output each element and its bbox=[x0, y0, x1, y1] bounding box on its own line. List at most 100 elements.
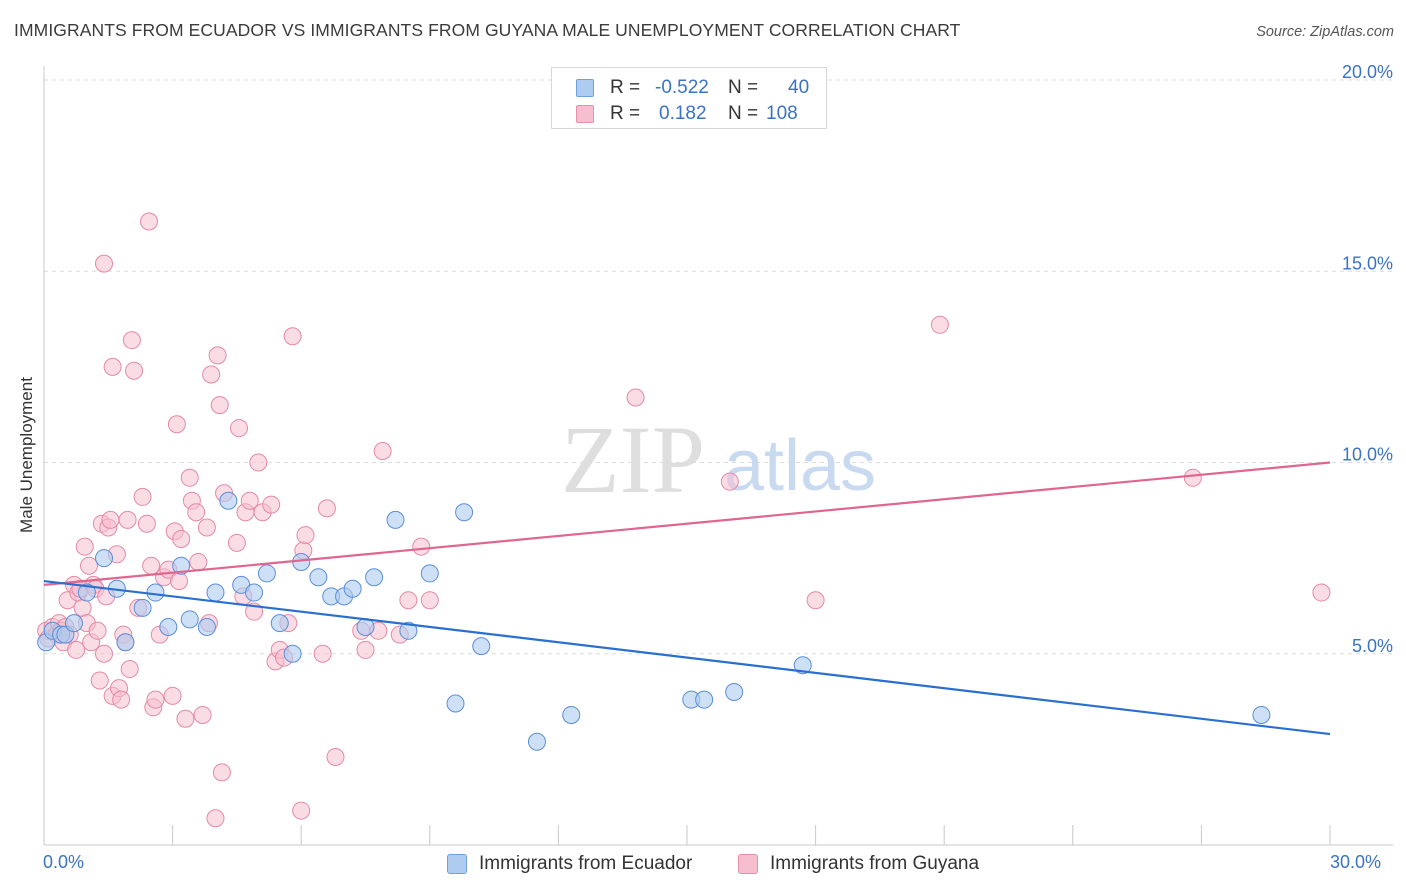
ecuador-point bbox=[386, 510, 405, 529]
guyana-points bbox=[37, 212, 1331, 828]
ecuador-point bbox=[77, 583, 96, 602]
legend-swatch-guyana bbox=[576, 105, 594, 123]
guyana-point bbox=[180, 468, 199, 487]
guyana-point bbox=[412, 537, 431, 556]
guyana-point bbox=[120, 660, 139, 679]
guyana-point bbox=[1312, 583, 1331, 602]
guyana-point bbox=[313, 644, 332, 663]
ecuador-point bbox=[95, 549, 114, 568]
guyana-point bbox=[189, 552, 208, 571]
guyana-point bbox=[170, 572, 189, 591]
guyana-point bbox=[167, 415, 186, 434]
y-tick-label: 20.0% bbox=[1342, 62, 1393, 82]
ecuador-point bbox=[343, 579, 362, 598]
ecuador-point bbox=[365, 568, 384, 587]
guyana-point bbox=[133, 487, 152, 506]
legend-r-value: -0.522 bbox=[655, 77, 709, 98]
guyana-point bbox=[1183, 468, 1202, 487]
ecuador-point bbox=[562, 705, 581, 724]
guyana-point bbox=[249, 453, 268, 472]
ecuador-point bbox=[116, 633, 135, 652]
ecuador-point bbox=[65, 614, 84, 633]
guyana-point bbox=[317, 499, 336, 518]
guyana-trend-line bbox=[43, 461, 1331, 586]
guyana-point bbox=[283, 327, 302, 346]
guyana-point bbox=[262, 495, 281, 514]
guyana-point bbox=[212, 763, 231, 782]
ecuador-point bbox=[180, 610, 199, 629]
legend-row-guyana: R = 0.182 N = 108 bbox=[552, 102, 826, 128]
legend-swatch-ecuador bbox=[576, 79, 594, 97]
legend-swatch-guyana bbox=[738, 854, 758, 874]
guyana-point bbox=[140, 212, 159, 231]
guyana-point bbox=[122, 331, 141, 350]
guyana-point bbox=[75, 537, 94, 556]
ecuador-point bbox=[309, 568, 328, 587]
guyana-point bbox=[296, 526, 315, 545]
guyana-point bbox=[227, 533, 246, 552]
guyana-point bbox=[73, 598, 92, 617]
source-label: Source: ZipAtlas.com bbox=[1256, 24, 1394, 40]
x-tick-label-max: 30.0% bbox=[1330, 852, 1382, 872]
guyana-point bbox=[806, 591, 825, 610]
grid-lines bbox=[44, 79, 1393, 655]
guyana-point bbox=[125, 361, 144, 380]
ecuador-point bbox=[283, 644, 302, 663]
y-tick-labels: 5.0% 10.0% 15.0% 20.0% bbox=[1342, 62, 1393, 656]
guyana-point bbox=[356, 640, 375, 659]
legend-r-value: 0.182 bbox=[659, 103, 707, 124]
guyana-point bbox=[103, 357, 122, 376]
legend-row-ecuador: R = -0.522 N = 40 bbox=[552, 76, 826, 102]
correlation-legend: R = -0.522 N = 40 R = 0.182 N = 108 bbox=[551, 67, 827, 129]
legend-n-label: N = bbox=[728, 103, 759, 124]
ecuador-point bbox=[133, 598, 152, 617]
guyana-point bbox=[292, 801, 311, 820]
x-tick-label-min: 0.0% bbox=[43, 852, 85, 872]
guyana-point bbox=[197, 518, 216, 537]
legend-swatch-ecuador bbox=[447, 854, 467, 874]
guyana-point bbox=[88, 621, 107, 640]
ecuador-point bbox=[172, 556, 191, 575]
ecuador-point bbox=[1252, 705, 1271, 724]
guyana-point bbox=[206, 809, 225, 828]
guyana-point bbox=[90, 671, 109, 690]
guyana-point bbox=[101, 510, 120, 529]
guyana-point bbox=[137, 514, 156, 533]
ecuador-point bbox=[206, 583, 225, 602]
watermark: ZIP atlas bbox=[561, 406, 876, 513]
guyana-point bbox=[930, 315, 949, 334]
guyana-point bbox=[420, 591, 439, 610]
guyana-point bbox=[399, 591, 418, 610]
guyana-point bbox=[67, 640, 86, 659]
legend-r-label: R = bbox=[610, 103, 641, 124]
ecuador-point bbox=[446, 694, 465, 713]
guyana-point bbox=[163, 686, 182, 705]
ecuador-point bbox=[725, 683, 744, 701]
legend-r-label: R = bbox=[610, 77, 641, 98]
ecuador-point bbox=[399, 621, 418, 640]
watermark-zip: ZIP bbox=[561, 406, 705, 513]
legend-n-value: 40 bbox=[788, 77, 810, 98]
chart-title: IMMIGRANTS FROM ECUADOR VS IMMIGRANTS FR… bbox=[14, 20, 961, 40]
guyana-point bbox=[95, 644, 114, 663]
ecuador-point bbox=[695, 690, 714, 709]
guyana-point bbox=[208, 346, 227, 365]
guyana-point bbox=[210, 396, 229, 415]
guyana-point bbox=[95, 254, 114, 273]
guyana-point bbox=[326, 748, 345, 767]
guyana-point bbox=[230, 419, 249, 438]
ecuador-point bbox=[472, 637, 491, 656]
guyana-point bbox=[373, 442, 392, 461]
guyana-point bbox=[240, 491, 259, 510]
ecuador-point bbox=[245, 583, 264, 602]
ecuador-point bbox=[455, 503, 474, 522]
ecuador-point bbox=[257, 564, 276, 583]
ecuador-points bbox=[37, 491, 1271, 751]
guyana-point bbox=[202, 365, 221, 384]
y-tick-label: 5.0% bbox=[1352, 636, 1393, 656]
trend-lines bbox=[43, 461, 1331, 736]
guyana-point bbox=[172, 530, 191, 548]
guyana-point bbox=[193, 705, 212, 724]
guyana-point bbox=[187, 503, 206, 522]
